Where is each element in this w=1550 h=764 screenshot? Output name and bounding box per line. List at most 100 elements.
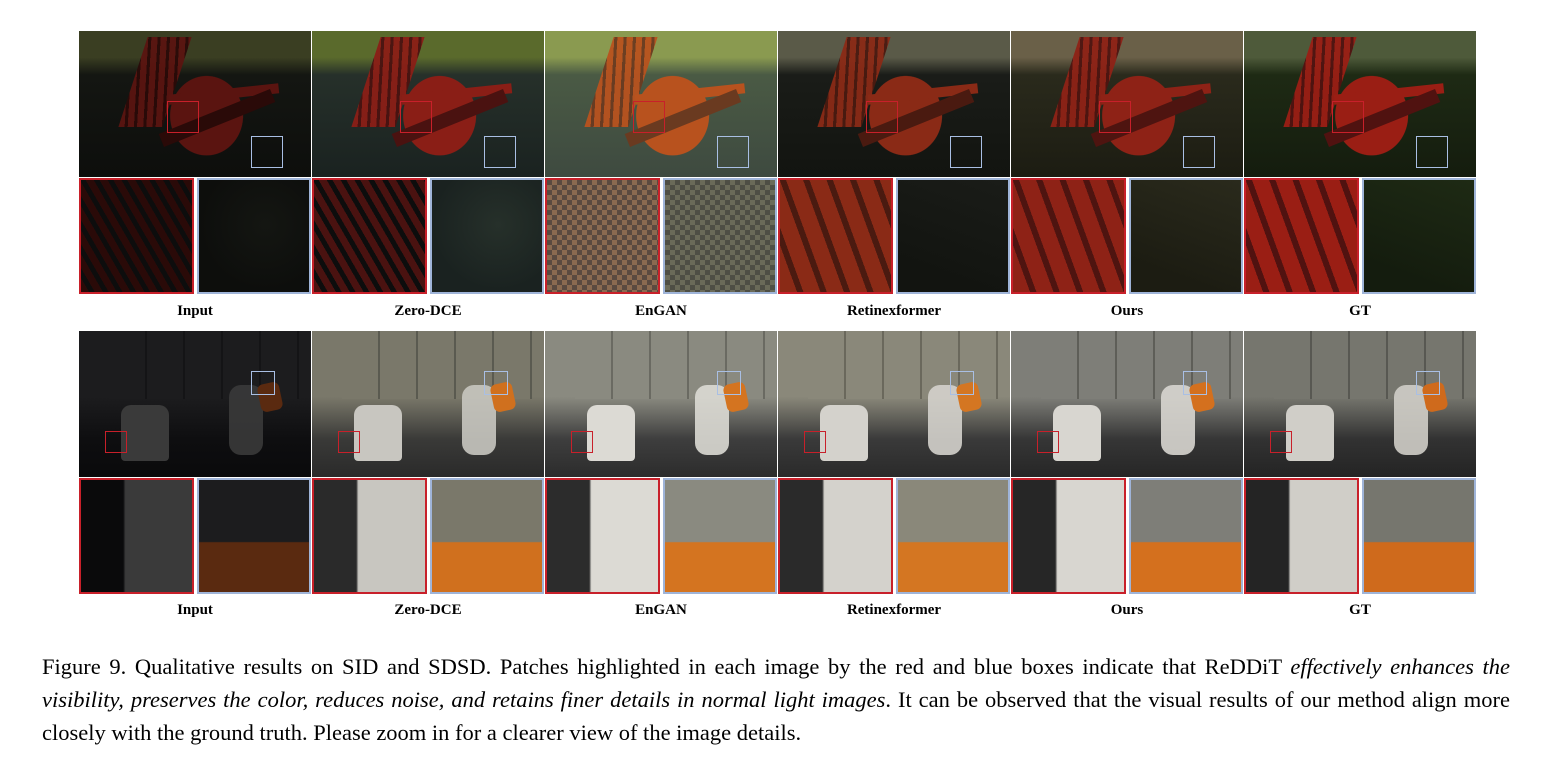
red-zoom-patch [312,178,427,294]
column-gt [1244,31,1476,294]
blue-highlight-box [1416,136,1448,168]
red-zoom-patch [778,478,893,594]
blue-highlight-box [251,371,275,395]
blue-zoom-patch [196,478,311,594]
patch-pair [545,478,777,594]
scene-image [79,31,311,177]
blue-zoom-patch [429,478,544,594]
blue-highlight-box [717,371,741,395]
scene-image [778,31,1010,177]
patch-pair [79,478,311,594]
red-highlight-box [1099,101,1131,133]
method-label: Input [177,602,213,618]
method-label: Zero-DCE [394,303,462,319]
red-zoom-patch [1244,178,1359,294]
blue-highlight-box [1183,136,1215,168]
column-gt [1244,331,1476,594]
method-label: Retinexformer [846,602,942,618]
column-retinexformer [778,331,1010,594]
red-zoom-patch [312,478,427,594]
column-retinexformer [778,31,1010,294]
patch-pair [778,478,1010,594]
blue-highlight-box [950,136,982,168]
blue-zoom-patch [1128,478,1243,594]
method-label: GT [1349,602,1371,618]
method-label: GT [1349,303,1371,319]
red-zoom-patch [1244,478,1359,594]
scene-image [545,31,777,177]
column-engan [545,331,777,594]
patch-pair [79,178,311,294]
scene-image [1244,31,1476,177]
patch-pair [778,178,1010,294]
blue-highlight-box [950,371,974,395]
red-highlight-box [1270,431,1292,453]
blue-zoom-patch [662,178,777,294]
scene-image [1011,331,1243,477]
blue-highlight-box [1416,371,1440,395]
figure-row-sid [79,31,1476,294]
method-label: Ours [1110,602,1144,618]
method-label: Input [177,303,213,319]
blue-zoom-patch [1361,178,1476,294]
patch-pair [1011,178,1243,294]
red-zoom-patch [1011,178,1126,294]
patch-pair [312,178,544,294]
column-zero-dce [312,331,544,594]
caption-italic: effectively enhances the visibility, pre… [42,654,1511,712]
column-ours [1011,331,1243,594]
column-engan [545,31,777,294]
figure-row-sdsd [79,331,1476,594]
scene-image [778,331,1010,477]
blue-highlight-box [1183,371,1207,395]
caption-prefix: Figure 9. Qualitative results on SID and… [42,654,1282,679]
blue-zoom-patch [662,478,777,594]
red-highlight-box [804,431,826,453]
column-input [79,331,311,594]
red-zoom-patch [79,478,194,594]
blue-highlight-box [484,371,508,395]
method-label: EnGAN [635,303,687,319]
method-label: Ours [1110,303,1144,319]
scene-image [1244,331,1476,477]
blue-zoom-patch [429,178,544,294]
caption-suffix: . It can be observed that the visual res… [42,687,1510,745]
scene-image [312,331,544,477]
scene-image [545,331,777,477]
blue-zoom-patch [1361,478,1476,594]
blue-zoom-patch [895,178,1010,294]
blue-zoom-patch [895,478,1010,594]
red-zoom-patch [778,178,893,294]
red-zoom-patch [545,478,660,594]
patch-pair [1011,478,1243,594]
figure-caption: Figure 9. Qualitative results on SID and… [42,650,1510,749]
patch-pair [1244,478,1476,594]
blue-highlight-box [251,136,283,168]
column-ours [1011,31,1243,294]
red-highlight-box [400,101,432,133]
red-highlight-box [105,431,127,453]
method-label: Retinexformer [846,303,942,319]
red-highlight-box [633,101,665,133]
blue-zoom-patch [196,178,311,294]
red-highlight-box [167,101,199,133]
red-highlight-box [338,431,360,453]
red-zoom-patch [1011,478,1126,594]
column-zero-dce [312,31,544,294]
red-zoom-patch [79,178,194,294]
method-label: EnGAN [635,602,687,618]
blue-highlight-box [717,136,749,168]
scene-image [312,31,544,177]
scene-image [1011,31,1243,177]
blue-zoom-patch [1128,178,1243,294]
red-highlight-box [1037,431,1059,453]
blue-highlight-box [484,136,516,168]
red-highlight-box [571,431,593,453]
scene-image [79,331,311,477]
red-highlight-box [1332,101,1364,133]
patch-pair [1244,178,1476,294]
red-zoom-patch [545,178,660,294]
method-label: Zero-DCE [394,602,462,618]
column-input [79,31,311,294]
patch-pair [545,178,777,294]
